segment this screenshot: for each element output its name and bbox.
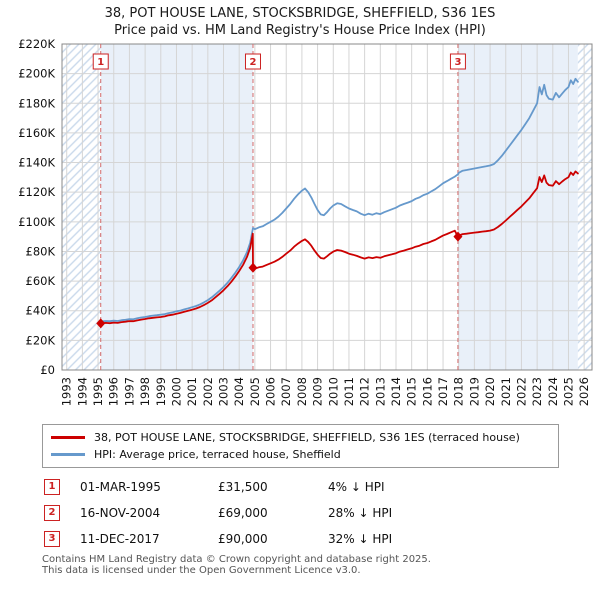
svg-text:1995: 1995 — [91, 377, 105, 406]
transaction-price: £90,000 — [218, 532, 268, 546]
transaction-date: 01-MAR-1995 — [80, 480, 161, 494]
svg-text:1998: 1998 — [138, 377, 152, 406]
transaction-hpi-delta: 32% ↓ HPI — [328, 532, 393, 546]
svg-text:2019: 2019 — [467, 377, 481, 406]
svg-text:2018: 2018 — [452, 377, 466, 406]
table-row: 3 11-DEC-2017 £90,000 32% ↓ HPI — [44, 526, 574, 552]
table-row: 2 16-NOV-2004 £69,000 28% ↓ HPI — [44, 500, 574, 526]
svg-text:1999: 1999 — [154, 377, 168, 406]
svg-text:£220K: £220K — [18, 37, 55, 51]
legend-label-property: 38, POT HOUSE LANE, STOCKSBRIDGE, SHEFFI… — [94, 431, 520, 444]
svg-text:2003: 2003 — [217, 377, 231, 406]
svg-text:2020: 2020 — [483, 377, 497, 406]
svg-text:£20K: £20K — [26, 333, 56, 347]
svg-text:2013: 2013 — [373, 377, 387, 406]
svg-text:2005: 2005 — [248, 377, 262, 406]
hpi-line-swatch — [51, 453, 85, 456]
svg-text:£120K: £120K — [18, 185, 55, 199]
svg-text:2006: 2006 — [264, 377, 278, 406]
transaction-number-badge: 2 — [44, 505, 60, 521]
table-row: 1 01-MAR-1995 £31,500 4% ↓ HPI — [44, 474, 574, 500]
svg-text:2026: 2026 — [577, 377, 591, 406]
svg-text:2024: 2024 — [546, 377, 560, 406]
svg-text:£180K: £180K — [18, 96, 55, 110]
legend-item-hpi: HPI: Average price, terraced house, Shef… — [51, 446, 550, 463]
svg-text:£80K: £80K — [26, 244, 56, 258]
svg-text:2023: 2023 — [530, 377, 544, 406]
svg-text:1994: 1994 — [75, 377, 89, 406]
svg-text:2002: 2002 — [201, 377, 215, 406]
svg-text:2: 2 — [250, 57, 257, 68]
svg-text:2017: 2017 — [436, 377, 450, 406]
svg-text:2009: 2009 — [311, 377, 325, 406]
legend-item-property: 38, POT HOUSE LANE, STOCKSBRIDGE, SHEFFI… — [51, 429, 550, 446]
svg-text:1: 1 — [97, 57, 104, 68]
svg-text:2008: 2008 — [295, 377, 309, 406]
svg-text:£40K: £40K — [26, 304, 56, 318]
svg-text:2012: 2012 — [358, 377, 372, 406]
svg-text:£100K: £100K — [18, 215, 55, 229]
transaction-number-badge: 1 — [44, 479, 60, 495]
transaction-price: £31,500 — [218, 480, 268, 494]
svg-text:£140K: £140K — [18, 156, 55, 170]
transaction-hpi-delta: 4% ↓ HPI — [328, 480, 385, 494]
svg-text:£0: £0 — [40, 363, 55, 377]
transaction-number-badge: 3 — [44, 531, 60, 547]
svg-text:2007: 2007 — [279, 377, 293, 406]
transaction-date: 16-NOV-2004 — [80, 506, 161, 520]
page-subtitle: Price paid vs. HM Land Registry's House … — [114, 23, 486, 38]
svg-text:£200K: £200K — [18, 67, 55, 81]
footer-line1: Contains HM Land Registry data © Crown c… — [42, 554, 431, 565]
transaction-date: 11-DEC-2017 — [80, 532, 160, 546]
svg-text:1997: 1997 — [122, 377, 136, 406]
svg-text:1996: 1996 — [107, 377, 121, 406]
svg-text:3: 3 — [454, 57, 461, 68]
svg-text:£60K: £60K — [26, 274, 56, 288]
transactions-table: 1 01-MAR-1995 £31,500 4% ↓ HPI 2 16-NOV-… — [44, 474, 574, 552]
svg-text:£160K: £160K — [18, 126, 55, 140]
footer-line2: This data is licensed under the Open Gov… — [42, 565, 361, 576]
svg-text:2016: 2016 — [420, 377, 434, 406]
chart-header: 38, POT HOUSE LANE, STOCKSBRIDGE, SHEFFI… — [0, 5, 600, 39]
legend-label-hpi: HPI: Average price, terraced house, Shef… — [94, 448, 341, 461]
svg-text:2000: 2000 — [169, 377, 183, 406]
svg-text:2021: 2021 — [499, 377, 513, 406]
svg-text:2022: 2022 — [514, 377, 528, 406]
svg-text:1993: 1993 — [60, 377, 74, 406]
svg-text:2015: 2015 — [405, 377, 419, 406]
svg-text:2014: 2014 — [389, 377, 403, 406]
page-title: 38, POT HOUSE LANE, STOCKSBRIDGE, SHEFFI… — [104, 6, 496, 21]
price-history-chart: £0 £20K £40K £60K £80K £100K £120K £140K £160K £1… — [18, 37, 593, 406]
transaction-price: £69,000 — [218, 506, 268, 520]
chart-legend: 38, POT HOUSE LANE, STOCKSBRIDGE, SHEFFI… — [42, 424, 559, 468]
svg-text:2004: 2004 — [232, 377, 246, 406]
svg-text:2010: 2010 — [326, 377, 340, 406]
license-footer: Contains HM Land Registry data © Crown c… — [42, 554, 431, 576]
svg-text:2011: 2011 — [342, 377, 356, 406]
property-line-swatch — [51, 436, 85, 439]
transaction-hpi-delta: 28% ↓ HPI — [328, 506, 393, 520]
svg-text:2001: 2001 — [185, 377, 199, 406]
svg-text:2025: 2025 — [561, 377, 575, 406]
